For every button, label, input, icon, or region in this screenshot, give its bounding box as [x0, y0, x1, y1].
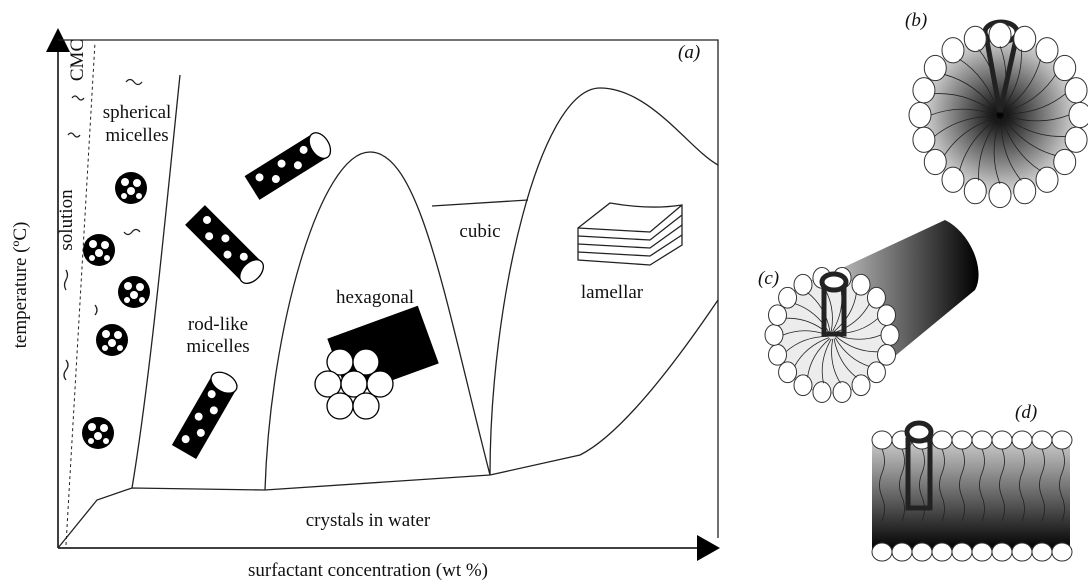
head-group: [913, 127, 935, 152]
panel-label: (d): [1015, 402, 1037, 423]
spherical-micelles: [82, 172, 150, 449]
head-group: [872, 543, 892, 561]
figure: (a) (b) (c) (d) surfactant concentration…: [0, 0, 1088, 583]
head-group: [964, 178, 986, 203]
head-group: [779, 287, 797, 308]
head-group: [1052, 543, 1072, 561]
head-group: [1054, 55, 1076, 80]
head-group: [794, 375, 812, 396]
head-group: [1069, 102, 1088, 127]
head-group: [972, 543, 992, 561]
region-label: solution: [56, 189, 77, 251]
head-group: [924, 55, 946, 80]
head-group: [942, 38, 964, 63]
head-group: [1052, 431, 1072, 449]
region-label: rod-like: [188, 314, 248, 335]
head-group: [1012, 431, 1032, 449]
head-group: [1014, 178, 1036, 203]
head-group: [932, 431, 952, 449]
rod-micelle-detail: [765, 220, 979, 402]
head-group: [768, 344, 786, 365]
head-group: [878, 344, 896, 365]
head-group: [992, 543, 1012, 561]
head-group: [972, 431, 992, 449]
region-label: micelles: [105, 125, 168, 146]
head-group: [794, 274, 812, 295]
region-label: crystals in water: [306, 510, 431, 531]
head-group: [924, 149, 946, 174]
head-group: [1032, 543, 1052, 561]
head-group: [872, 431, 892, 449]
head-group: [1012, 543, 1032, 561]
head-group: [892, 543, 912, 561]
head-group: [1054, 149, 1076, 174]
head-group: [1065, 127, 1087, 152]
head-group: [768, 305, 786, 326]
head-group: [852, 375, 870, 396]
x-axis-label: surfactant concentration (wt %): [248, 560, 488, 581]
bilayer-detail: [872, 423, 1072, 561]
spherical-micelle-detail: [909, 22, 1088, 208]
head-group: [833, 382, 851, 403]
head-group: [989, 22, 1011, 47]
head-group: [1032, 431, 1052, 449]
head-group: [765, 325, 783, 346]
panel-label: (c): [758, 268, 779, 289]
head-group: [1014, 26, 1036, 51]
region-label: micelles: [186, 336, 249, 357]
y-axis-label: temperature (ºC): [10, 222, 31, 349]
head-group: [952, 431, 972, 449]
head-group: [964, 26, 986, 51]
head-group: [909, 102, 931, 127]
head-group: [912, 543, 932, 561]
head-group: [942, 167, 964, 192]
head-group: [1036, 38, 1058, 63]
region-label: CMC: [67, 39, 88, 81]
panel-label: (b): [905, 10, 927, 31]
head-group: [932, 543, 952, 561]
head-group: [989, 182, 1011, 207]
head-group: [878, 305, 896, 326]
head-group: [881, 325, 899, 346]
head-group: [852, 274, 870, 295]
head-group: [867, 362, 885, 383]
head-group: [779, 362, 797, 383]
head-group: [867, 287, 885, 308]
rod-micelles: [172, 129, 335, 459]
region-label: hexagonal: [336, 287, 414, 308]
region-label: cubic: [459, 221, 500, 242]
panel-label: (a): [678, 42, 700, 63]
head-group: [1036, 167, 1058, 192]
head-group: [992, 431, 1012, 449]
region-label: lamellar: [581, 282, 644, 303]
hexagonal-bundle: [315, 307, 438, 419]
region-label: spherical: [103, 102, 172, 123]
head-group: [813, 382, 831, 403]
head-group: [1065, 78, 1087, 103]
head-group: [952, 543, 972, 561]
lamellar-sheets: [578, 203, 682, 265]
head-group: [913, 78, 935, 103]
